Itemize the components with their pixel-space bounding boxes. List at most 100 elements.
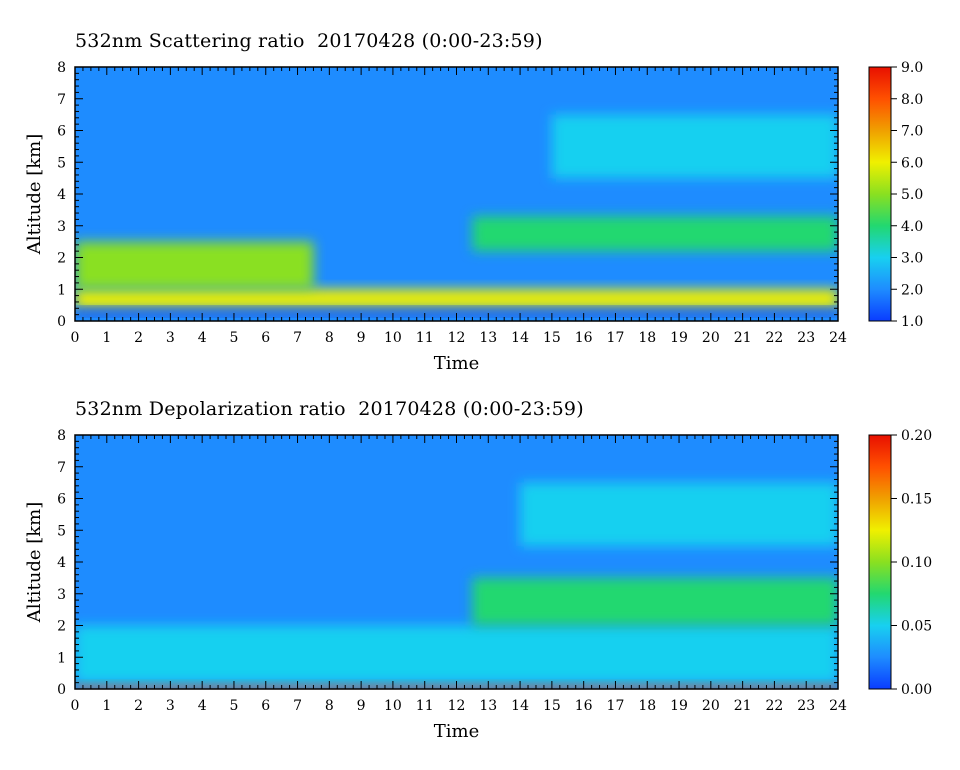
y-tick-label: 4 [57,555,66,571]
heatmap-region [472,577,838,626]
colorbar-tick-label: 8.0 [901,92,923,108]
x-tick-label: 7 [293,698,302,714]
y-tick-label: 7 [57,92,66,108]
x-tick-label: 0 [71,698,80,714]
x-tick-label: 3 [166,330,175,346]
colorbar-tick-label: 0.10 [901,555,932,571]
y-tick-label: 3 [57,219,66,235]
y-tick-label: 1 [57,282,66,298]
heatmap-region [472,216,838,252]
x-tick-label: 21 [734,330,752,346]
scattering-ratio-chart: 0 1 2 3 4 5 6 7 8 9 10 11 12 13 14 15 16 17 18 19 20 21 22 23 24… [24,60,923,370]
y-axis-label: Altitude [km] [24,134,45,256]
x-tick-label: 0 [71,330,80,346]
x-tick-label: 11 [416,330,434,346]
x-tick-label: 12 [448,330,466,346]
y-tick-label: 1 [57,650,66,666]
heatmap-region [551,114,838,179]
x-tick-label: 15 [543,330,561,346]
chart-title: 532nm Scattering ratio 20170428 (0:00-23… [75,30,543,52]
heatmap-region [75,308,838,315]
x-tick-label: 2 [134,330,143,346]
heatmap-region [75,625,838,683]
x-tick-label: 13 [479,330,497,346]
y-tick-label: 5 [57,523,66,539]
x-tick-label: 16 [575,330,593,346]
y-tick-label: 6 [57,124,66,140]
x-tick-label: 5 [229,698,238,714]
colorbar-tick-label: 3.0 [901,251,923,267]
x-tick-label: 17 [607,330,625,346]
x-tick-label: 10 [384,330,402,346]
x-tick-label: 12 [448,698,466,714]
colorbar-tick-label: 0.05 [901,619,932,635]
x-tick-label: 4 [198,330,207,346]
colorbar-tick-label: 0.00 [901,682,932,698]
colorbar-tick-label: 2.0 [901,282,923,298]
scattering-ratio-panel: 532nm Scattering ratio 20170428 (0:00-23… [0,0,960,370]
colorbar-tick-label: 5.0 [901,187,923,203]
x-tick-label: 16 [575,698,593,714]
x-tick-label: 1 [102,698,111,714]
y-tick-label: 7 [57,460,66,476]
x-tick-label: 9 [357,330,366,346]
x-tick-label: 22 [766,330,784,346]
y-axis-label: Altitude [km] [24,502,45,624]
heatmap-region [520,482,838,547]
x-tick-label: 8 [325,330,334,346]
depolarization-ratio-panel: 532nm Depolarization ratio 20170428 (0:0… [0,368,960,738]
x-axis-label: Time [434,721,479,738]
x-tick-label: 9 [357,698,366,714]
heatmap-region [75,241,314,290]
x-tick-label: 6 [261,330,270,346]
y-tick-label: 8 [57,428,66,444]
x-tick-label: 8 [325,698,334,714]
colorbar-tick-label: 0.15 [901,492,932,508]
y-tick-label: 3 [57,587,66,603]
x-tick-label: 14 [511,698,529,714]
y-tick-label: 5 [57,155,66,171]
x-tick-label: 19 [670,330,688,346]
x-tick-label: 13 [479,698,497,714]
y-tick-label: 4 [57,187,66,203]
x-tick-label: 20 [702,698,720,714]
y-tick-label: 0 [57,682,66,698]
x-tick-label: 14 [511,330,529,346]
x-tick-label: 23 [797,330,815,346]
y-tick-label: 8 [57,60,66,76]
chart-title: 532nm Depolarization ratio 20170428 (0:0… [75,398,584,420]
x-tick-label: 21 [734,698,752,714]
x-tick-label: 20 [702,330,720,346]
y-tick-label: 0 [57,314,66,330]
x-tick-label: 3 [166,698,175,714]
x-tick-label: 24 [829,698,847,714]
x-tick-label: 17 [607,698,625,714]
x-tick-label: 2 [134,698,143,714]
y-tick-label: 2 [57,251,66,267]
depolarization-ratio-chart: 0 1 2 3 4 5 6 7 8 9 10 11 12 13 14 15 16 17 18 19 20 21 22 23 24… [24,428,932,738]
y-tick-label: 6 [57,492,66,508]
colorbar-tick-label: 7.0 [901,124,923,140]
x-tick-label: 4 [198,698,207,714]
x-tick-label: 15 [543,698,561,714]
x-tick-label: 18 [638,698,656,714]
x-axis-label: Time [434,353,479,370]
colorbar-tick-label: 6.0 [901,155,923,171]
heatmap-region [75,289,838,309]
x-tick-label: 10 [384,698,402,714]
colorbar-tick-label: 9.0 [901,60,923,76]
colorbar [868,66,892,322]
x-tick-label: 24 [829,330,847,346]
x-tick-label: 18 [638,330,656,346]
x-tick-label: 7 [293,330,302,346]
x-tick-label: 6 [261,698,270,714]
x-tick-label: 22 [766,698,784,714]
x-tick-label: 1 [102,330,111,346]
x-tick-label: 5 [229,330,238,346]
x-tick-label: 23 [797,698,815,714]
x-tick-label: 19 [670,698,688,714]
colorbar-tick-label: 1.0 [901,314,923,330]
colorbar-tick-label: 0.20 [901,428,932,444]
y-tick-label: 2 [57,619,66,635]
colorbar-tick-label: 4.0 [901,219,923,235]
